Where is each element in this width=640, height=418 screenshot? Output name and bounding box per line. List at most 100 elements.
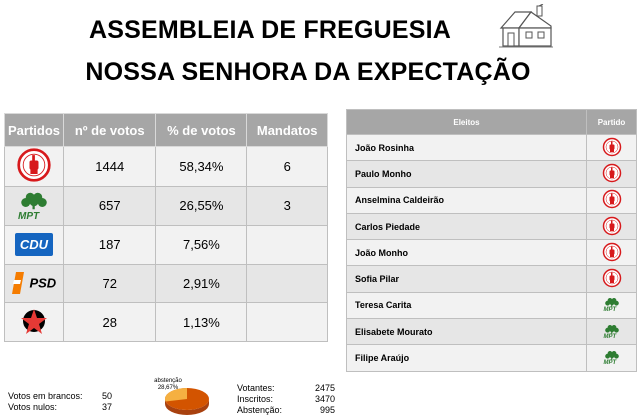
abstencao-label: Abstenção: bbox=[237, 405, 283, 415]
percent-cell: 7,56% bbox=[155, 224, 248, 265]
percent-cell: 26,55% bbox=[155, 186, 248, 226]
elected-name: João Monho bbox=[346, 239, 587, 267]
inscritos-label: Inscritos: bbox=[237, 394, 274, 404]
table-row: 28 1,13% bbox=[4, 302, 328, 343]
party-cell bbox=[4, 146, 64, 187]
party-cell: PSD bbox=[4, 263, 64, 304]
elected-party-cell: MPT bbox=[586, 291, 637, 320]
mpt-mini-label: MPT bbox=[603, 333, 617, 340]
header-eleitos: Eleitos bbox=[346, 109, 587, 135]
pie-side bbox=[165, 399, 209, 415]
results-header-row: Partidos nº de votos % de votos Mandatos bbox=[4, 113, 328, 147]
elected-row: Sofia Pilar bbox=[346, 265, 637, 293]
mandates-cell bbox=[246, 302, 328, 343]
elected-row: João Rosinha bbox=[346, 133, 637, 162]
nulos-label: Votos nulos: bbox=[8, 402, 58, 412]
table-row: CDU 187 7,56% bbox=[4, 224, 328, 265]
elected-name: Anselmina Caldeirão bbox=[346, 186, 587, 214]
elected-table: Eleitos Partido João Rosinha Paulo Monho A… bbox=[346, 109, 637, 372]
blank-null-summary: Votos em brancos: 50 Votos nulos: 37 bbox=[8, 391, 112, 413]
elected-party-cell bbox=[586, 160, 637, 188]
pie-percent: 28,67% bbox=[157, 385, 179, 391]
elected-row: Carlos Piedade bbox=[346, 212, 637, 241]
house-icon bbox=[499, 4, 553, 48]
ps-logo-icon bbox=[16, 147, 52, 186]
votantes-label: Votantes: bbox=[237, 383, 275, 393]
ps-logo-icon bbox=[602, 268, 622, 290]
percent-cell: 2,91% bbox=[155, 263, 248, 304]
elected-party-cell bbox=[586, 186, 637, 214]
elected-party-cell: MPT bbox=[586, 344, 637, 372]
abstention-pie-chart bbox=[165, 388, 209, 415]
elected-party-cell bbox=[586, 212, 637, 241]
percent-cell: 58,34% bbox=[155, 146, 248, 187]
votes-cell: 187 bbox=[62, 224, 157, 265]
header-partidos: Partidos bbox=[4, 113, 64, 147]
ps-logo-icon bbox=[602, 189, 622, 211]
results-table: Partidos nº de votos % de votos Mandatos… bbox=[4, 113, 328, 343]
elected-row: Paulo Monho bbox=[346, 160, 637, 188]
mpt-logo-label: MPT bbox=[18, 210, 40, 222]
party-cell: CDU bbox=[4, 224, 64, 265]
inscritos-value: 3470 bbox=[314, 394, 335, 404]
mandates-cell: 3 bbox=[246, 186, 328, 226]
elected-name: Teresa Carita bbox=[346, 291, 587, 320]
mpt-logo-icon: MPT bbox=[600, 323, 624, 341]
mpt-logo-icon: MPT bbox=[600, 349, 624, 367]
elected-party-cell bbox=[586, 239, 637, 267]
mpt-logo-icon: MPT bbox=[600, 296, 624, 314]
votes-cell: 28 bbox=[62, 302, 157, 343]
elected-party-cell bbox=[586, 133, 637, 162]
elected-name: Elisabete Mourato bbox=[346, 318, 587, 346]
ps-logo-icon bbox=[602, 216, 622, 238]
elected-name: Filipe Araújo bbox=[346, 344, 587, 372]
party-cell bbox=[4, 302, 64, 343]
table-row: 1444 58,34% 6 bbox=[4, 146, 328, 187]
votantes-value: 2475 bbox=[314, 383, 335, 393]
turnout-summary: Votantes: 2475 Inscritos: 3470 Abstenção: 9… bbox=[237, 383, 335, 416]
ps-logo-icon bbox=[602, 163, 622, 185]
psd-logo-icon: PSD bbox=[11, 272, 57, 295]
header-percent: % de votos bbox=[155, 113, 248, 147]
header-mandatos: Mandatos bbox=[246, 113, 328, 147]
elected-row: Filipe Araújo MPT bbox=[346, 344, 637, 372]
mpt-mini-label: MPT bbox=[603, 307, 617, 314]
title-line-1: ASSEMBLEIA DE FREGUESIA bbox=[88, 16, 452, 44]
abstencao-value: 995 bbox=[319, 405, 335, 415]
cdu-logo-icon: CDU bbox=[14, 233, 54, 257]
elected-row: João Monho bbox=[346, 239, 637, 267]
brancos-value: 50 bbox=[101, 391, 112, 401]
elected-header-row: Eleitos Partido bbox=[346, 109, 637, 135]
ps-logo-icon bbox=[602, 242, 622, 264]
elected-name: Sofia Pilar bbox=[346, 265, 587, 293]
pie-slice-abstencao bbox=[165, 388, 187, 402]
elected-row: Teresa Carita MPT bbox=[346, 291, 637, 320]
table-row: MPT 657 26,55% 3 bbox=[4, 186, 328, 226]
mpt-mini-label: MPT bbox=[603, 360, 617, 367]
psd-logo-label: PSD bbox=[29, 275, 57, 291]
pie-label: abstenção bbox=[154, 378, 182, 384]
votes-cell: 72 bbox=[62, 263, 157, 304]
header-votos: nº de votos bbox=[62, 113, 157, 147]
elected-party-cell: MPT bbox=[586, 318, 637, 346]
mpt-logo-icon: MPT bbox=[12, 189, 56, 223]
party-cell: MPT bbox=[4, 186, 64, 226]
brancos-label: Votos em brancos: bbox=[8, 391, 83, 401]
mandates-cell bbox=[246, 263, 328, 304]
nulos-value: 37 bbox=[101, 402, 112, 412]
mandates-cell bbox=[246, 224, 328, 265]
ps-logo-icon bbox=[602, 137, 622, 159]
pie-caption: abstenção 28,67% bbox=[148, 378, 188, 392]
header-partido: Partido bbox=[586, 109, 637, 135]
elected-row: Anselmina Caldeirão bbox=[346, 186, 637, 214]
mandates-cell: 6 bbox=[246, 146, 328, 187]
elected-name: Paulo Monho bbox=[346, 160, 587, 188]
elected-name: Carlos Piedade bbox=[346, 212, 587, 241]
table-row: PSD 72 2,91% bbox=[4, 263, 328, 304]
be-logo-icon bbox=[16, 305, 52, 340]
percent-cell: 1,13% bbox=[155, 302, 248, 343]
elected-name: João Rosinha bbox=[346, 133, 587, 162]
title-line-2: NOSSA SENHORA DA EXPECTAÇÃO bbox=[85, 58, 531, 86]
elected-row: Elisabete Mourato MPT bbox=[346, 318, 637, 346]
votes-cell: 657 bbox=[62, 186, 157, 226]
